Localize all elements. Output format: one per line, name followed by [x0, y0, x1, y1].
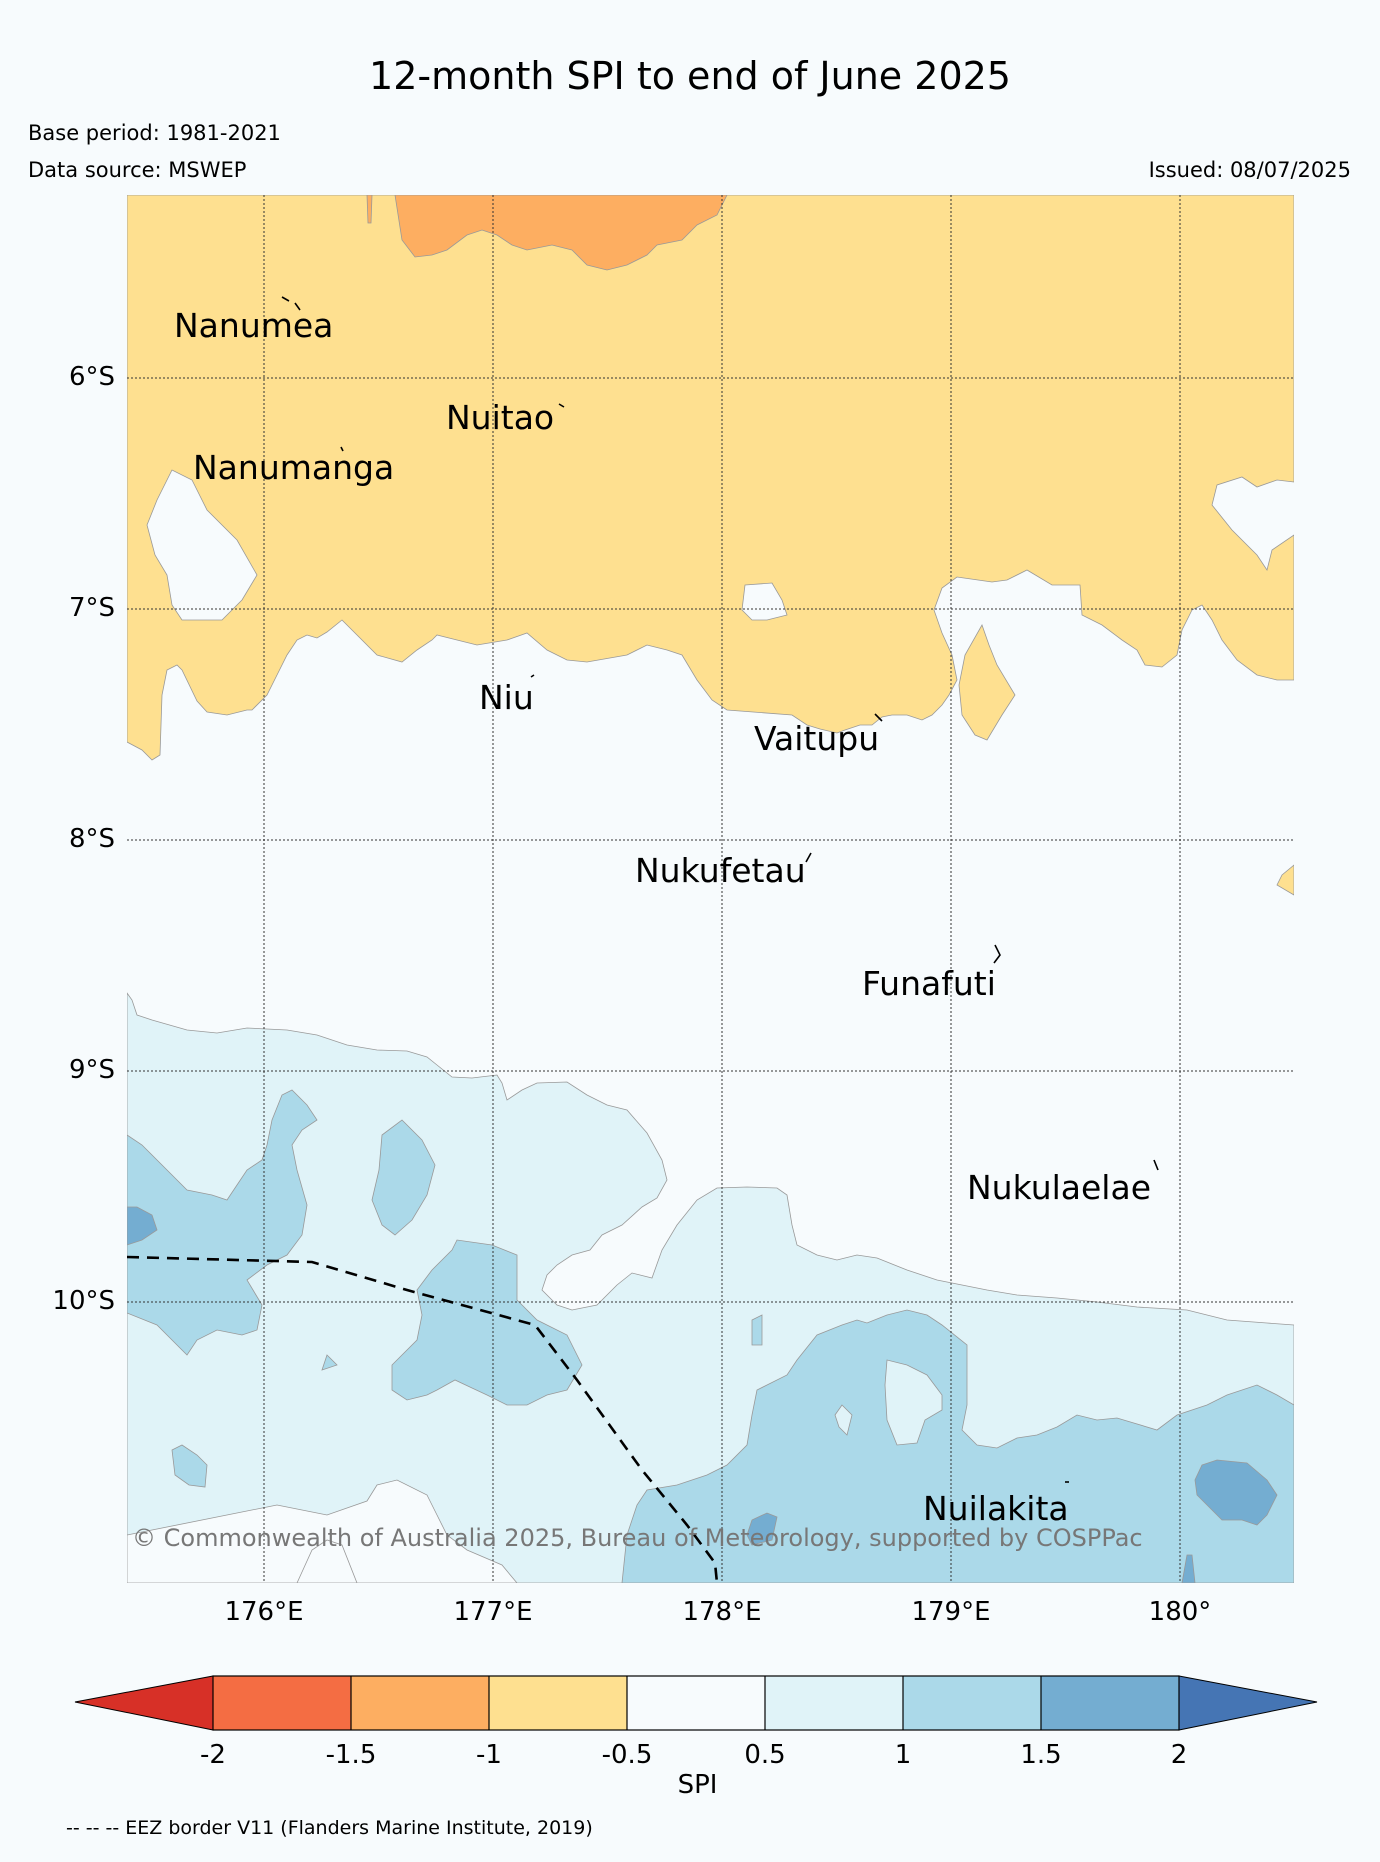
colorbar-tick: -0.5	[601, 1740, 653, 1770]
spi-colorbar	[74, 1675, 1318, 1731]
colorbar-tick: 0.5	[744, 1740, 786, 1770]
colorbar-segment-6	[903, 1676, 1041, 1730]
lat-label-6s: 6°S	[68, 362, 115, 392]
data-source: Data source: MSWEP	[28, 158, 247, 182]
island-label-nuilakita: Nuilakita	[923, 1489, 1069, 1528]
eez-footnote: -- -- -- EEZ border V11 (Flanders Marine…	[66, 1817, 593, 1839]
colorbar-tick: -2	[200, 1740, 226, 1770]
island-label-nukufetau: Nukufetau	[635, 851, 806, 890]
issued-date: Issued: 08/07/2025	[1148, 158, 1351, 182]
lat-label-9s: 9°S	[68, 1055, 115, 1085]
dry-region	[127, 195, 1294, 761]
island-label-nanumea: Nanumea	[174, 306, 333, 345]
copyright-text: © Commonwealth of Australia 2025, Bureau…	[132, 1524, 1143, 1552]
colorbar-title: SPI	[677, 1770, 718, 1800]
base-period: Base period: 1981-2021	[28, 121, 281, 145]
lon-label-177e: 177°E	[453, 1597, 533, 1627]
island-label-funafuti: Funafuti	[862, 964, 996, 1003]
island-label-nanumanga: Nanumanga	[193, 448, 394, 487]
colorbar-tick: 1	[894, 1740, 912, 1770]
graticule	[127, 195, 1294, 1583]
lon-label-180: 180°	[1148, 1597, 1212, 1627]
colorbar-tick: 2	[1170, 1740, 1188, 1770]
colorbar-segment-4	[627, 1676, 765, 1730]
colorbar-tick: 1.5	[1020, 1740, 1062, 1770]
lat-label-8s: 8°S	[68, 824, 115, 854]
lon-label-178e: 178°E	[682, 1597, 762, 1627]
lon-label-176e: 176°E	[224, 1597, 304, 1627]
colorbar-segment-5	[765, 1676, 903, 1730]
moderately-dry-region	[394, 195, 728, 271]
island-label-nukulaelae: Nukulaelae	[967, 1168, 1151, 1207]
island-label-niu: Niu	[479, 678, 534, 717]
eez-border	[127, 1255, 719, 1583]
lat-label-10s: 10°S	[52, 1286, 115, 1316]
colorbar-tick: -1.5	[325, 1740, 377, 1770]
moderately-wet-region	[127, 1089, 318, 1356]
lon-label-179e: 179°E	[911, 1597, 991, 1627]
colorbar-extend-low	[74, 1675, 214, 1731]
colorbar-segment-1	[213, 1676, 351, 1730]
island-label-nuitao: Nuitao	[446, 398, 554, 437]
colorbar-segment-2	[351, 1676, 489, 1730]
colorbar-tick: -1	[476, 1740, 502, 1770]
colorbar-extend-high	[1178, 1675, 1318, 1731]
island-outlines	[281, 296, 1159, 1483]
lat-label-7s: 7°S	[68, 593, 115, 623]
colorbar-segment-3	[489, 1676, 627, 1730]
spi-map: Nanumea Nuitao Nanumanga Niu Vaitupu Nuk…	[127, 195, 1294, 1583]
colorbar-segment-7	[1041, 1676, 1179, 1730]
map-title: 12-month SPI to end of June 2025	[369, 54, 1011, 98]
island-label-vaitupu: Vaitupu	[754, 719, 879, 758]
very-wet-region	[127, 1206, 158, 1246]
